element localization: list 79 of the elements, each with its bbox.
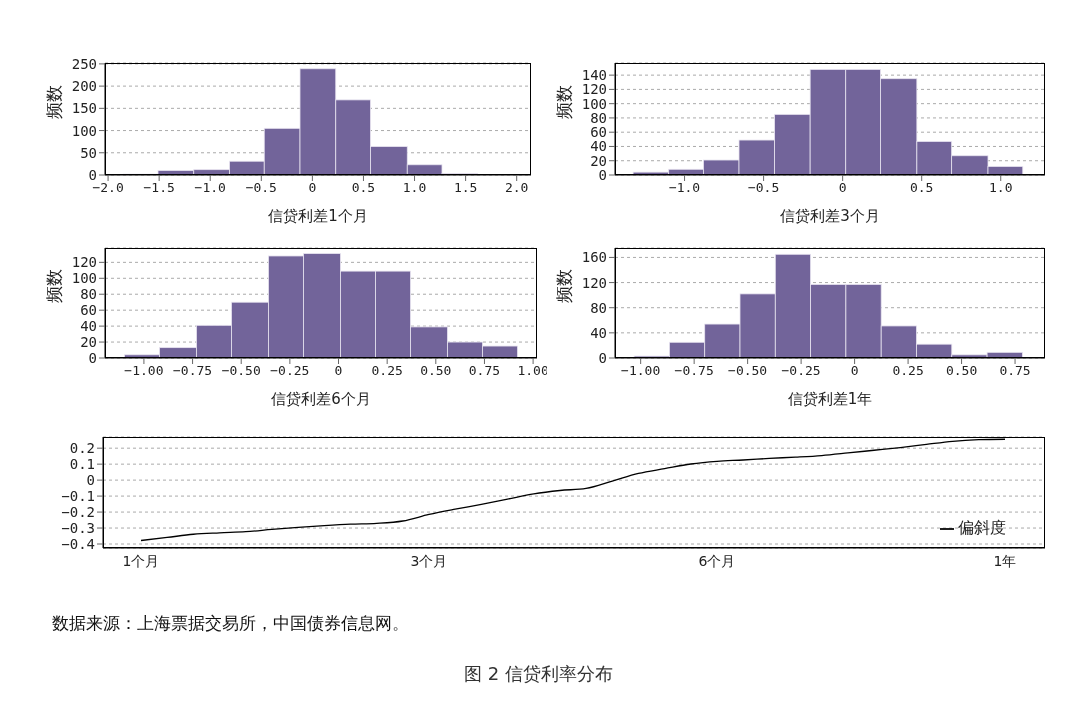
- y-tick-label: 50: [80, 144, 97, 161]
- y-tick-label: −0.2: [61, 504, 95, 521]
- x-tick-label: 0.5: [351, 180, 376, 196]
- x-tick-label: 0.75: [468, 363, 501, 379]
- x-tick-label: −2.0: [92, 180, 124, 196]
- y-tick-label: 0.2: [69, 440, 95, 457]
- y-tick-label: 20: [80, 334, 97, 351]
- y-tick-label: 120: [71, 254, 97, 271]
- x-tick-label: 1.00: [517, 363, 549, 379]
- x-axis-title: 信贷利差1年: [787, 390, 873, 408]
- y-tick-label: 80: [590, 299, 607, 316]
- x-tick-label: 0: [850, 363, 859, 379]
- y-tick-label: 100: [71, 270, 97, 287]
- x-tick-label: −0.5: [747, 180, 780, 196]
- y-tick-label: 140: [581, 67, 607, 84]
- x-tick-label: 0: [838, 180, 847, 196]
- x-tick-label: −0.25: [781, 363, 821, 379]
- y-tick-label: 200: [71, 78, 97, 95]
- y-tick-label: 0: [598, 349, 607, 366]
- x-tick-label: −1.00: [621, 363, 661, 379]
- y-axis-title: 频数: [44, 269, 65, 303]
- x-tick-label: 0.25: [371, 363, 403, 379]
- x-tick-label: −0.25: [270, 363, 310, 379]
- y-tick-label: 20: [590, 152, 607, 169]
- y-tick-label: 80: [80, 286, 97, 303]
- x-tick-label: 3个月: [410, 552, 448, 569]
- y-tick-label: 40: [590, 138, 607, 155]
- x-tick-label: 0: [308, 180, 317, 196]
- y-tick-label: 60: [80, 302, 97, 319]
- y-tick-label: −0.3: [61, 520, 95, 537]
- x-tick-label: 2.0: [504, 180, 529, 196]
- caption: 图 2 信贷利率分布: [463, 662, 614, 686]
- x-tick-label: −0.5: [245, 180, 277, 196]
- x-tick-label: −1.5: [143, 180, 175, 196]
- y-tick-label: 100: [581, 95, 607, 112]
- y-tick-label: −0.1: [61, 488, 95, 505]
- y-tick-label: 80: [590, 109, 607, 126]
- y-tick-label: 150: [71, 100, 97, 117]
- y-tick-label: 250: [71, 55, 97, 72]
- y-tick-label: −0.4: [61, 535, 95, 552]
- y-tick-label: 40: [590, 324, 607, 341]
- x-tick-label: 0.50: [945, 363, 978, 379]
- x-tick-label: 0: [334, 363, 343, 379]
- y-tick-label: 120: [581, 81, 607, 98]
- x-axis-title: 信贷利差1个月: [268, 207, 368, 225]
- x-tick-label: 1.5: [453, 180, 478, 196]
- x-tick-label: 0.50: [420, 363, 452, 379]
- x-tick-label: −0.50: [728, 363, 768, 379]
- x-tick-label: −1.0: [668, 180, 701, 196]
- y-axis-title: 频数: [554, 269, 575, 303]
- x-tick-label: 0.5: [909, 180, 934, 196]
- y-tick-label: 100: [71, 122, 97, 139]
- x-tick-label: 1.0: [988, 180, 1013, 196]
- y-tick-label: 0: [598, 166, 607, 183]
- x-tick-label: −0.75: [173, 363, 213, 379]
- x-tick-label: −1.00: [124, 363, 164, 379]
- source-note: 数据来源：上海票据交易所，中国债券信息网。: [52, 612, 409, 635]
- x-tick-label: 1个月: [122, 552, 160, 569]
- y-tick-label: 120: [581, 274, 607, 291]
- x-tick-label: −0.50: [221, 363, 261, 379]
- x-tick-label: −1.0: [194, 180, 226, 196]
- y-axis-title: 频数: [44, 85, 65, 119]
- y-tick-label: 0: [88, 166, 97, 183]
- x-tick-label: 1年: [993, 552, 1017, 569]
- x-tick-label: 6个月: [698, 552, 736, 569]
- x-tick-label: 0.75: [999, 363, 1031, 379]
- x-axis-title: 信贷利差3个月: [780, 207, 880, 225]
- y-tick-label: 40: [80, 318, 97, 335]
- y-tick-label: 0: [86, 472, 95, 489]
- y-tick-label: 60: [590, 124, 607, 141]
- y-axis-title: 频数: [554, 85, 575, 119]
- x-tick-label: 1.0: [402, 180, 427, 196]
- x-tick-label: 0.25: [892, 363, 924, 379]
- y-tick-label: 0.1: [69, 456, 95, 473]
- x-axis-title: 信贷利差6个月: [271, 390, 371, 408]
- y-tick-label: 0: [88, 349, 97, 366]
- x-tick-label: −0.75: [674, 363, 714, 379]
- y-tick-label: 160: [581, 249, 607, 266]
- legend-label: 偏斜度: [958, 518, 1006, 537]
